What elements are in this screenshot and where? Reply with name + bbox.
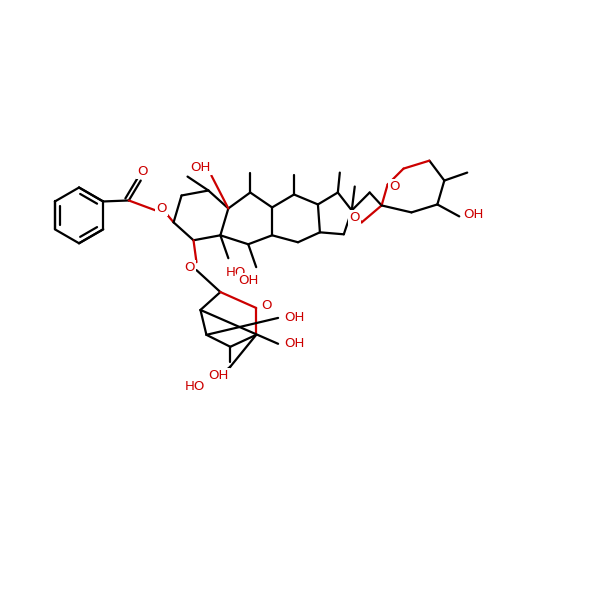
Text: O: O [349,211,360,224]
Text: OH: OH [284,337,304,350]
Text: OH: OH [208,369,229,382]
Text: OH: OH [284,311,304,325]
Text: O: O [157,202,167,215]
Text: OH: OH [190,161,211,174]
Text: O: O [389,180,400,193]
Text: HO: HO [184,380,205,393]
Text: O: O [184,260,195,274]
Text: OH: OH [238,274,259,287]
Text: OH: OH [463,208,484,221]
Text: HO: HO [226,266,247,278]
Text: O: O [137,165,148,178]
Text: O: O [261,299,271,313]
